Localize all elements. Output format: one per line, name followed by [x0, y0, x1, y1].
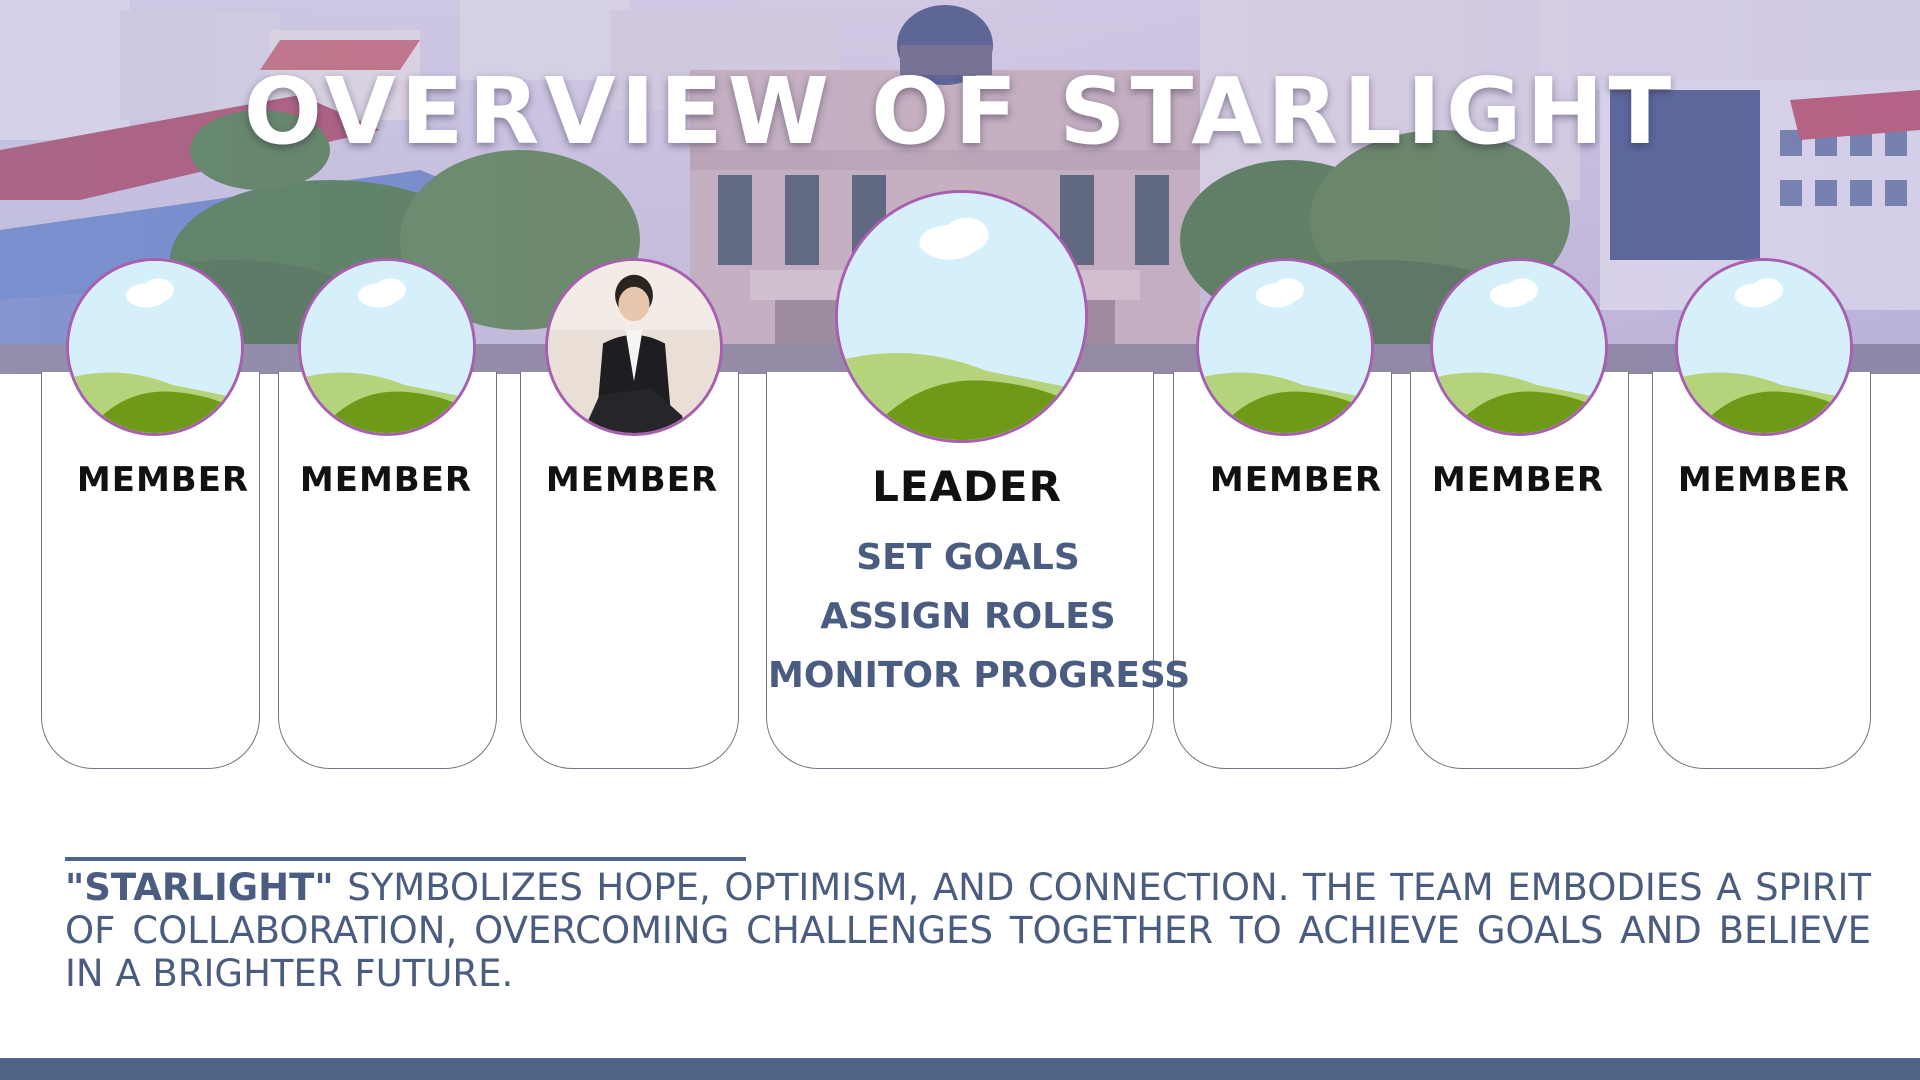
- duty-monitor-progress: MONITOR PROGRESS: [768, 655, 1191, 696]
- placeholder-image-icon: [1675, 258, 1853, 436]
- member-card-3: [520, 372, 739, 769]
- section-divider: [65, 857, 746, 861]
- leader-duties: SET GOALS ASSIGN ROLES MONITOR PROGRESS: [768, 528, 1191, 705]
- member-card-1: [41, 372, 260, 769]
- member-role-label: MEMBER: [299, 460, 473, 500]
- duty-set-goals: SET GOALS: [856, 537, 1080, 578]
- member-role-label: MEMBER: [1209, 460, 1383, 500]
- placeholder-image-icon: [66, 258, 244, 436]
- placeholder-image-icon: [1196, 258, 1374, 436]
- member-role-label: MEMBER: [1431, 460, 1605, 500]
- footer-bar: [0, 1058, 1920, 1080]
- team-description: "STARLIGHT" SYMBOLIZES HOPE, OPTIMISM, A…: [65, 866, 1871, 995]
- member-role-label: MEMBER: [545, 460, 719, 500]
- member-photo: [545, 258, 723, 436]
- duty-assign-roles: ASSIGN ROLES: [820, 596, 1116, 637]
- member-card-7: [1652, 372, 1871, 769]
- member-card-5: [1173, 372, 1392, 769]
- placeholder-image-icon: [835, 190, 1088, 443]
- member-role-label: MEMBER: [1677, 460, 1851, 500]
- member-role-label: MEMBER: [76, 460, 250, 500]
- team-name-highlight: "STARLIGHT": [65, 866, 334, 909]
- placeholder-image-icon: [1430, 258, 1608, 436]
- leader-role-label: LEADER: [872, 462, 1062, 511]
- member-card-6: [1410, 372, 1629, 769]
- description-text: SYMBOLIZES HOPE, OPTIMISM, AND CONNECTIO…: [65, 866, 1872, 995]
- page-title: OVERVIEW OF STARLIGHT: [243, 58, 1677, 165]
- member-card-2: [278, 372, 497, 769]
- placeholder-image-icon: [298, 258, 476, 436]
